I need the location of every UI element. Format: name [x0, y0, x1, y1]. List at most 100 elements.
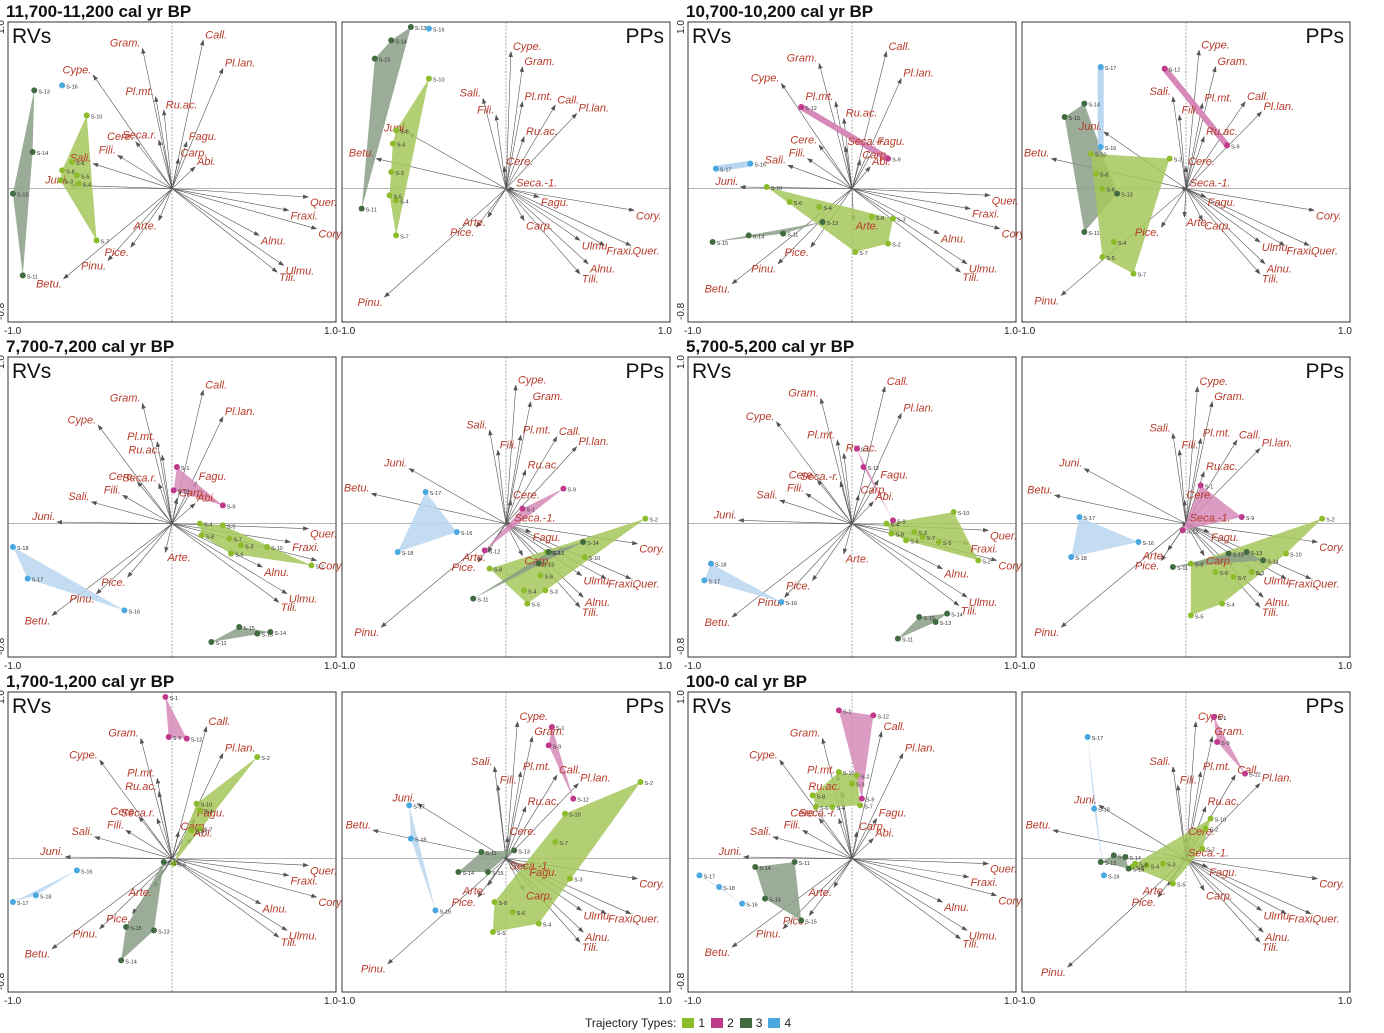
x-tick-min: -1.0 [1018, 326, 1036, 337]
legend-label-1: 1 [698, 1016, 706, 1030]
species-label: Alnu. [260, 235, 286, 247]
y-tick-min: -0.8 [676, 637, 687, 655]
species-arrow [1185, 858, 1312, 915]
site-point-type-3 [31, 87, 38, 94]
site-point-type-3 [944, 610, 951, 617]
species-arrow [1185, 49, 1201, 189]
species-label: Pl.mt. [1203, 428, 1231, 440]
x-tick-min: -1.0 [1018, 996, 1036, 1007]
species-label: Betu. [1027, 484, 1053, 496]
site-point-type-1 [763, 184, 770, 190]
x-tick-max: 1.0 [658, 661, 672, 672]
x-tick-min: -1.0 [338, 996, 356, 1007]
species-arrow [851, 858, 990, 866]
species-label: Pice. [101, 577, 125, 589]
site-point-type-3 [19, 272, 26, 279]
site-point-type-1 [537, 572, 544, 579]
species-label: Cype. [746, 411, 775, 423]
species-arrow [1185, 136, 1205, 189]
species-arrow [171, 188, 285, 266]
species-arrow [1185, 858, 1263, 911]
species-arrow [775, 421, 853, 524]
site-point-type-1 [393, 197, 400, 204]
site-point-type-2 [885, 155, 892, 162]
site-label: S-5 [81, 174, 90, 180]
species-label: Fili. [107, 819, 124, 831]
species-label: Call. [888, 41, 910, 53]
site-point-type-1 [521, 587, 528, 594]
legend-title: Trajectory Types: [585, 1016, 677, 1030]
site-label: S-14 [462, 871, 474, 877]
site-label: S-1 [1205, 484, 1214, 490]
species-label: Gram. [110, 393, 141, 405]
site-point-type-4 [707, 560, 714, 567]
site-point-type-3 [752, 864, 759, 870]
species-arrow [851, 501, 875, 524]
site-label: S-15 [717, 241, 729, 247]
species-label: Carp. [859, 821, 886, 833]
trajectory-area-type-4 [1087, 737, 1104, 876]
site-label: S-12 [489, 549, 501, 555]
site-point-type-1 [935, 539, 942, 545]
site-label: S-9 [866, 798, 875, 804]
x-tick-min: -1.0 [338, 326, 356, 337]
site-point-type-4 [1097, 144, 1104, 150]
species-arrow [851, 479, 879, 524]
site-label: S-13 [1121, 193, 1133, 199]
site-label: S-16 [461, 531, 473, 537]
plot-frame [341, 356, 671, 658]
species-arrow [505, 771, 523, 859]
species-arrow [171, 858, 288, 931]
site-label: S-9 [1246, 516, 1255, 522]
species-label: Sali. [765, 154, 786, 166]
species-label: Pl.lan. [580, 773, 611, 785]
site-label: S-10 [771, 186, 783, 192]
site-label: S-13 [518, 849, 530, 855]
y-tick-min: -0.8 [676, 972, 687, 990]
species-label: Quer. [310, 197, 337, 209]
species-label: Pl.lan. [1262, 773, 1293, 785]
species-label: Pl.lan. [225, 406, 256, 418]
site-point-type-3 [932, 619, 939, 625]
species-label: Pinu. [756, 929, 781, 941]
site-point-type-1 [193, 800, 200, 807]
site-label: S-11 [1088, 231, 1099, 237]
site-point-type-1 [425, 75, 432, 82]
panel-label-pps: PPs [625, 25, 664, 48]
site-point-type-1 [829, 804, 836, 810]
species-label: Fili. [500, 439, 517, 451]
species-arrow [505, 188, 606, 246]
site-label: S-10 [201, 803, 213, 809]
panel-label-pps: PPs [1305, 695, 1344, 718]
species-arrow [496, 449, 507, 524]
site-label: S-11 [168, 861, 179, 867]
site-point-type-2 [548, 724, 555, 730]
species-label: Fraxi. [1286, 245, 1314, 257]
panel-label-rvs: RVs [692, 695, 731, 718]
species-label: Juni. [39, 846, 63, 858]
site-point-type-1 [93, 237, 100, 244]
species-arrow [370, 492, 507, 524]
species-arrow [1185, 188, 1261, 243]
species-label: Fili. [1181, 439, 1198, 451]
site-point-type-4 [432, 907, 439, 914]
site-point-type-1 [542, 587, 549, 594]
site-point-type-3 [1110, 852, 1117, 859]
site-point-type-3 [371, 55, 378, 62]
site-label: S-5 [1106, 256, 1115, 262]
species-arrow [851, 523, 968, 598]
species-arrow [171, 523, 310, 531]
site-label: S-1 [1218, 716, 1227, 722]
species-arrow [496, 784, 507, 859]
site-label: S-17 [430, 491, 442, 497]
site-label: S-3 [856, 783, 865, 789]
site-point-type-4 [778, 599, 785, 605]
species-label: Cere. [789, 469, 816, 481]
species-label: Pl.mt. [807, 764, 835, 776]
species-arrow [1177, 114, 1187, 189]
x-tick-max: 1.0 [658, 326, 672, 337]
species-label: Seca.-1. [515, 513, 556, 525]
site-label: S-17 [413, 804, 425, 810]
species-label: Carp. [1206, 555, 1233, 567]
species-arrow [93, 836, 173, 859]
